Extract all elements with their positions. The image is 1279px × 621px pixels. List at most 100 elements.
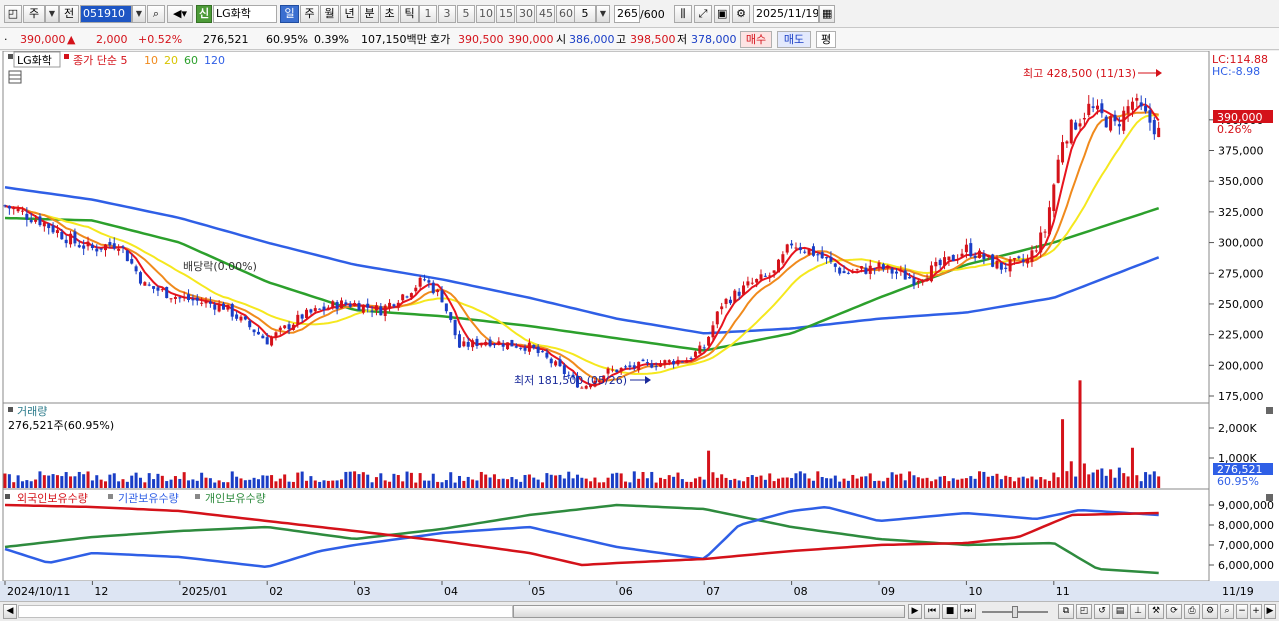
copy-icon[interactable]: ⧉ xyxy=(1058,604,1074,619)
volume-bar xyxy=(392,473,396,488)
legend-ma5[interactable]: 종가 단순 5 xyxy=(73,54,127,67)
search-icon[interactable]: ⌕ xyxy=(147,5,165,23)
settings-icon[interactable]: ⚙ xyxy=(1202,604,1218,619)
candle-body xyxy=(51,225,55,233)
legend-name-box[interactable] xyxy=(13,51,61,68)
eval-button[interactable]: 평 xyxy=(816,31,836,48)
chart-svg[interactable]: LG화학 종가 단순 5 10 20 60 120 최고 428,500 (11… xyxy=(0,50,1279,601)
legend-institution[interactable]: 기관보유수량 xyxy=(118,492,179,505)
candle-body xyxy=(125,250,129,262)
volume-bar xyxy=(1047,480,1051,488)
volume-bar xyxy=(156,473,160,488)
scroll-right-icon[interactable]: ▶ xyxy=(908,604,922,619)
chevron-down-icon[interactable]: ▼ xyxy=(596,5,610,23)
scroll-left-icon[interactable]: ◀ xyxy=(3,604,17,619)
table-icon[interactable] xyxy=(8,70,22,84)
count-input[interactable]: 265 xyxy=(614,5,640,23)
pane-close-icon[interactable] xyxy=(1266,407,1273,414)
volume-bar xyxy=(488,477,492,488)
period-tab[interactable]: 일 xyxy=(280,5,299,23)
volume-bar xyxy=(104,481,108,488)
period-tab[interactable]: 초 xyxy=(380,5,399,23)
interval-tab[interactable]: 45 xyxy=(536,5,555,23)
candle-type-icon[interactable]: ⫼ xyxy=(674,5,692,23)
calendar-icon[interactable]: ▦ xyxy=(819,5,835,23)
legend-ma120[interactable]: 120 xyxy=(204,54,225,67)
gear-icon[interactable]: ⚙ xyxy=(732,5,750,23)
candle-body xyxy=(1109,116,1113,131)
candle-body xyxy=(492,344,496,346)
scroll-track[interactable] xyxy=(18,605,513,618)
candle-body xyxy=(715,311,719,325)
volume-bar xyxy=(431,473,435,488)
legend-ma20[interactable]: 20 xyxy=(164,54,178,67)
period-tab[interactable]: 틱 xyxy=(400,5,419,23)
candle-body xyxy=(353,302,357,306)
volume-bar xyxy=(519,481,523,488)
tool-icon[interactable]: ⚒ xyxy=(1148,604,1164,619)
stop-icon[interactable]: ■ xyxy=(942,604,958,619)
legend-ma10[interactable]: 10 xyxy=(144,54,158,67)
chart-area[interactable]: LG화학 종가 단순 5 10 20 60 120 최고 428,500 (11… xyxy=(0,50,1279,601)
price-tick-label: 350,000 xyxy=(1218,175,1264,188)
legend-foreign[interactable]: 외국인보유수량 xyxy=(17,492,88,505)
draw-tool-icon[interactable]: ⤢ xyxy=(694,5,712,23)
period-tab[interactable]: 년 xyxy=(340,5,359,23)
volume-bar xyxy=(506,479,510,488)
volume-bar xyxy=(1126,476,1130,488)
speaker-icon[interactable]: ◀▾ xyxy=(167,5,193,23)
zoom-slider-handle[interactable] xyxy=(1012,606,1018,618)
mode-select[interactable]: 전 xyxy=(59,5,79,23)
history-icon[interactable]: ↺ xyxy=(1094,604,1110,619)
chevron-down-icon[interactable]: ▼ xyxy=(132,5,146,23)
sell-button[interactable]: 매도 xyxy=(777,31,811,48)
candle-body xyxy=(388,302,392,308)
interval-tab[interactable]: 10 xyxy=(476,5,495,23)
horizontal-scrollbar[interactable]: ◀ ▶ ⏮ ■ ⏭ ⧉ ◰ ↺ ▤ ⊥ ⚒ ⟳ ⎙ ⚙ ⌕ − + ▶ xyxy=(0,601,1279,621)
candle-body xyxy=(69,233,73,245)
date-input[interactable]: 2025/11/19 xyxy=(753,5,819,23)
zoom-out-icon[interactable]: − xyxy=(1236,604,1248,619)
period-left-select[interactable]: 주 xyxy=(23,5,45,23)
legend-individual[interactable]: 개인보유수량 xyxy=(205,492,266,505)
volume-bar xyxy=(427,480,431,488)
volume-ratio: 60.95% xyxy=(266,33,308,46)
period-tab[interactable]: 분 xyxy=(360,5,379,23)
candle-body xyxy=(798,247,802,251)
interval-tab[interactable]: 30 xyxy=(516,5,535,23)
candle-body xyxy=(484,341,488,346)
window-icon[interactable]: ◰ xyxy=(4,5,22,23)
scroll-thumb[interactable] xyxy=(513,605,905,618)
candle-body xyxy=(1082,118,1086,120)
refresh-icon[interactable]: ⟳ xyxy=(1166,604,1182,619)
stock-name-field[interactable]: LG화학 xyxy=(213,5,277,23)
pane-close-icon[interactable] xyxy=(1266,494,1273,501)
layout-icon[interactable]: ▤ xyxy=(1112,604,1128,619)
scroll-right-end-icon[interactable]: ▶ xyxy=(1264,604,1276,619)
legend-ma60[interactable]: 60 xyxy=(184,54,198,67)
zoom-in-search-icon[interactable]: ⌕ xyxy=(1220,604,1234,619)
interval-tab[interactable]: 1 xyxy=(419,5,437,23)
stock-code-input[interactable]: 051910 xyxy=(80,5,132,23)
candle-body xyxy=(510,339,514,347)
jump-start-icon[interactable]: ⏮ xyxy=(924,604,940,619)
volume-bar xyxy=(1152,471,1156,488)
volume-bar xyxy=(1061,419,1065,488)
jump-end-icon[interactable]: ⏭ xyxy=(960,604,976,619)
save-icon[interactable]: ▣ xyxy=(714,5,730,23)
zoom-in-icon[interactable]: + xyxy=(1250,604,1262,619)
interval-select[interactable]: 5 xyxy=(574,5,596,23)
candle-body xyxy=(99,248,103,250)
volume-bar xyxy=(986,476,990,488)
period-tab[interactable]: 월 xyxy=(320,5,339,23)
chevron-down-icon[interactable]: ▼ xyxy=(45,5,59,23)
interval-tab[interactable]: 5 xyxy=(457,5,475,23)
buy-button[interactable]: 매수 xyxy=(740,31,772,48)
interval-tab[interactable]: 3 xyxy=(438,5,456,23)
period-tab[interactable]: 주 xyxy=(300,5,319,23)
interval-tab[interactable]: 60 xyxy=(556,5,575,23)
pin-icon[interactable]: ⊥ xyxy=(1130,604,1146,619)
window-icon[interactable]: ◰ xyxy=(1076,604,1092,619)
print-icon[interactable]: ⎙ xyxy=(1184,604,1200,619)
interval-tab[interactable]: 15 xyxy=(496,5,515,23)
